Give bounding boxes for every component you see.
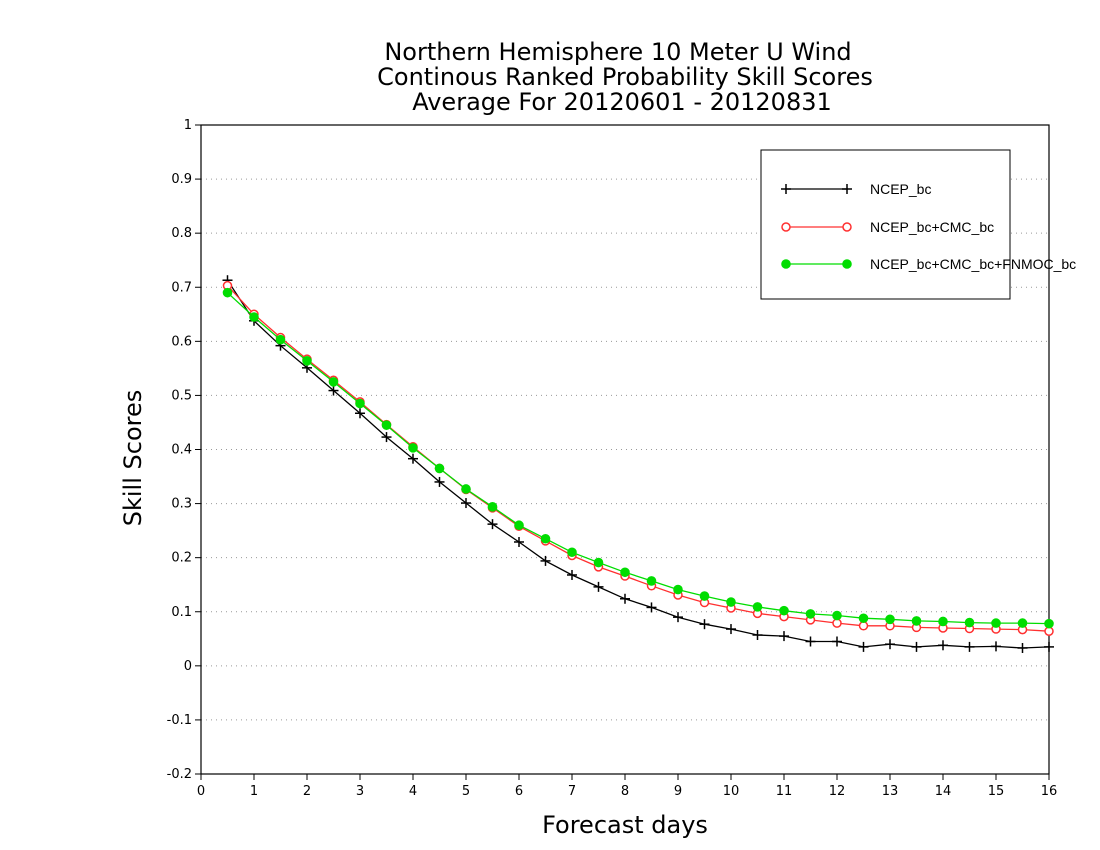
x-tick-label: 14 xyxy=(935,784,952,799)
data-point-marker xyxy=(646,576,657,586)
x-tick-label: 5 xyxy=(462,784,470,799)
data-point-marker xyxy=(567,547,577,558)
data-point-marker xyxy=(461,484,471,494)
y-tick-label: 0.3 xyxy=(171,497,192,512)
data-point-marker xyxy=(805,609,816,619)
data-point-marker xyxy=(222,287,233,298)
x-tick-label: 1 xyxy=(250,784,258,799)
series-line xyxy=(226,279,1050,649)
y-tick-label: 1 xyxy=(184,118,192,133)
x-tick-label: 0 xyxy=(197,784,205,799)
data-point-marker xyxy=(858,613,869,624)
x-tick-label: 12 xyxy=(829,784,846,799)
y-tick-label: 0 xyxy=(184,659,192,674)
data-point-marker xyxy=(1017,618,1028,628)
data-point-marker xyxy=(842,222,852,232)
data-point-marker xyxy=(1044,618,1054,629)
data-point-marker xyxy=(832,610,842,621)
x-tick-label: 2 xyxy=(303,784,311,799)
data-point-marker xyxy=(408,443,418,453)
legend: NCEP_bc NCEP_bc+CMC_bc NCEP_bc+CMC_bc+FNMO… xyxy=(760,149,1076,300)
chart-title: Northern Hemisphere 10 Meter U Wind Cont… xyxy=(377,38,873,116)
x-tick-label: 7 xyxy=(568,784,576,799)
x-tick-label: 8 xyxy=(621,784,629,799)
legend-label: NCEP_bc+CMC_bc xyxy=(870,219,994,235)
data-point-marker xyxy=(593,557,604,568)
data-point-marker xyxy=(699,591,710,601)
x-tick-label: 6 xyxy=(515,784,523,799)
y-tick-label: -0.2 xyxy=(167,767,192,782)
data-point-marker xyxy=(514,520,524,531)
series-1 xyxy=(222,275,1054,653)
x-tick-label: 4 xyxy=(409,784,417,799)
data-point-marker xyxy=(434,463,445,474)
data-point-marker xyxy=(779,605,789,616)
data-point-marker xyxy=(964,617,975,628)
legend-entry: NCEP_bc+CMC_bc+FNMOC_bc xyxy=(781,256,1076,272)
legend-entry: NCEP_bc xyxy=(781,181,931,197)
x-tick-label: 11 xyxy=(776,784,793,799)
data-point-marker xyxy=(991,618,1001,628)
chart-title-line-3: Average For 20120601 - 20120831 xyxy=(412,88,832,116)
series-layer xyxy=(222,275,1054,653)
series-line xyxy=(227,285,1050,632)
data-point-marker xyxy=(249,312,259,322)
legend-label: NCEP_bc+CMC_bc+FNMOC_bc xyxy=(870,256,1076,272)
y-axis: -0.2 -0.1 0 0.1 0.2 0.3 0.4 0.5 0.6 0.7 0.8 0.9 1 xyxy=(167,118,201,782)
y-tick-label: 0.6 xyxy=(171,334,192,349)
y-tick-label: 0.4 xyxy=(171,443,192,458)
y-tick-label: 0.9 xyxy=(171,172,192,187)
y-tick-label: 0.5 xyxy=(171,388,192,403)
legend-entry: NCEP_bc+CMC_bc xyxy=(781,219,994,235)
data-point-marker xyxy=(842,259,852,269)
series-2 xyxy=(222,280,1054,636)
legend-box xyxy=(760,149,1011,300)
x-axis: 0 1 2 3 4 5 6 7 8 9 10 11 12 13 14 15 16 xyxy=(197,774,1057,799)
data-point-marker xyxy=(938,616,948,627)
data-point-marker xyxy=(487,502,498,512)
data-point-marker xyxy=(752,602,763,612)
x-tick-label: 10 xyxy=(723,784,740,799)
data-point-marker xyxy=(885,614,895,625)
data-point-marker xyxy=(275,334,286,345)
data-point-marker xyxy=(781,222,791,232)
x-tick-label: 9 xyxy=(674,784,682,799)
y-tick-label: 0.7 xyxy=(171,280,192,295)
x-tick-label: 15 xyxy=(988,784,1005,799)
y-tick-label: -0.1 xyxy=(167,713,192,728)
x-tick-label: 13 xyxy=(882,784,899,799)
data-point-marker xyxy=(540,533,551,544)
chart-title-line-2: Continous Ranked Probability Skill Score… xyxy=(377,63,873,91)
data-point-marker xyxy=(781,259,791,269)
data-point-marker xyxy=(726,597,736,607)
x-tick-label: 16 xyxy=(1041,784,1058,799)
y-tick-label: 0.1 xyxy=(171,605,192,620)
x-tick-label: 3 xyxy=(356,784,364,799)
data-point-marker xyxy=(620,567,630,578)
chart-title-line-1: Northern Hemisphere 10 Meter U Wind xyxy=(384,38,851,66)
series-3 xyxy=(222,287,1054,629)
series-line xyxy=(227,292,1050,625)
data-point-marker xyxy=(355,398,365,409)
x-axis-label: Forecast days xyxy=(542,811,708,839)
data-point-marker xyxy=(328,377,339,387)
data-point-marker xyxy=(381,420,392,430)
y-tick-label: 0.2 xyxy=(171,551,192,566)
data-point-marker xyxy=(911,616,922,626)
data-point-marker xyxy=(673,584,683,595)
data-point-marker xyxy=(302,356,312,366)
y-axis-label: Skill Scores xyxy=(119,390,147,527)
y-tick-label: 0.8 xyxy=(171,226,192,241)
legend-label: NCEP_bc xyxy=(870,181,931,197)
